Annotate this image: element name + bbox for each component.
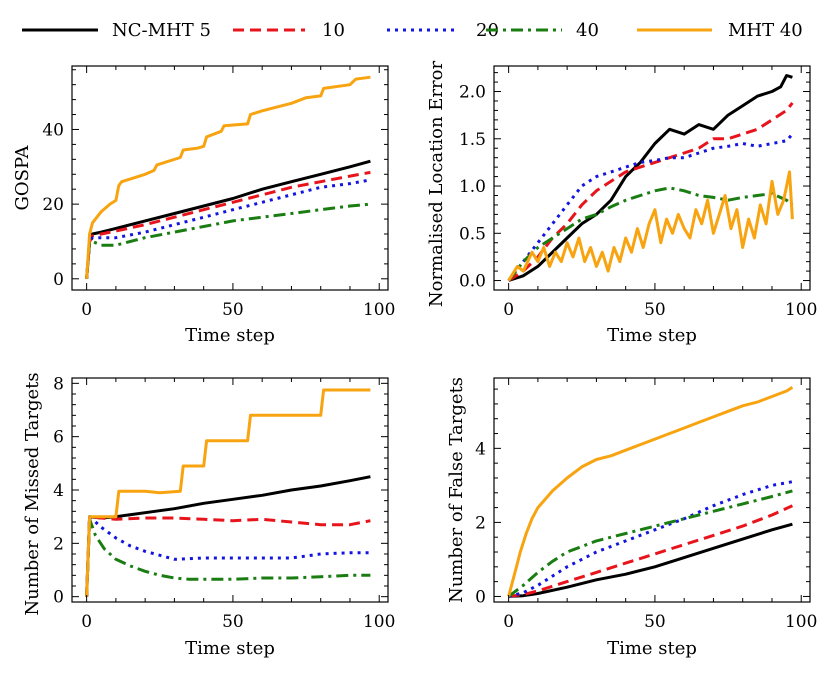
x-tick-label: 50 [644,612,666,632]
legend-label: 40 [576,20,599,41]
legend-item-10: 10 [233,20,345,41]
legend-label: NC-MHT 5 [112,20,211,41]
series-line-20 [85,178,371,279]
series-line-mht-40 [85,75,371,279]
series-line-40 [85,517,371,597]
y-tick-label: 2 [475,513,486,533]
x-axis-label: Time step [607,325,697,346]
y-axis-label: GOSPA [12,145,33,211]
panel-missed-targets: Number of Missed Targets Time step 0 50 10… [22,372,395,659]
series-line-40 [507,489,793,598]
x-tick-label: 100 [363,612,395,632]
y-tick-label: 0 [53,588,64,608]
legend-item-mht-40: MHT 40 [637,20,803,41]
x-axis-label: Time step [185,325,275,346]
series-line-20 [508,480,793,598]
y-tick-label: 8 [53,374,64,394]
series-line-20 [85,515,371,597]
panel-normalised-location-error: Normalised Location Error Time step 0 50 1… [426,61,817,346]
y-tick-label: 2.0 [459,83,486,103]
x-tick-label: 100 [363,300,395,320]
legend-label: MHT 40 [728,20,803,41]
panel-false-targets: Number of False Targets Time step 0 50 100… [446,377,817,659]
series-line-mht-40 [507,386,794,597]
series-line-10 [85,170,371,279]
y-axis-label: Number of False Targets [446,377,467,603]
series-group [507,386,794,598]
series-line-10 [508,504,794,598]
series-line-nc-mht-5 [85,159,371,279]
series-line-mht-40 [507,170,794,282]
legend-item-nc-mht-5: NC-MHT 5 [22,20,211,41]
legend-item-40: 40 [486,20,599,41]
y-tick-label: 0 [475,587,486,607]
y-axis-label: Normalised Location Error [426,61,447,308]
x-tick-label: 100 [785,612,817,632]
plot-frame [493,377,811,603]
y-tick-label: 0.5 [459,224,486,244]
y-tick-label: 40 [42,120,64,140]
y-tick-label: 20 [42,195,64,215]
x-tick-label: 0 [81,612,92,632]
x-axis-label: Time step [607,638,697,659]
series-group [85,388,371,597]
series-group [507,74,794,282]
x-axis-label: Time step [185,638,275,659]
series-line-40 [507,186,794,282]
series-group [85,75,371,279]
y-tick-label: 1.5 [459,130,486,150]
y-tick-label: 1.0 [459,177,486,197]
legend-label: 10 [322,20,345,41]
y-tick-label: 0.0 [459,272,486,292]
legend: NC-MHT 5 10 20 40 MHT 40 [22,20,803,41]
x-tick-label: 50 [644,300,666,320]
y-tick-label: 4 [53,481,64,501]
x-tick-label: 50 [222,300,244,320]
plot-frame [71,65,389,291]
x-tick-label: 100 [785,300,817,320]
panel-gospa: GOSPA Time step 0 50 100 0 20 40 [12,65,395,346]
plot-frame [493,65,811,291]
series-line-10 [85,515,371,597]
series-line-mht-40 [85,388,371,597]
series-line-40 [85,202,371,279]
x-tick-label: 50 [222,612,244,632]
x-tick-label: 0 [503,612,514,632]
series-line-20 [507,133,794,282]
series-line-nc-mht-5 [508,74,793,282]
x-tick-label: 0 [81,300,92,320]
y-tick-label: 6 [53,428,64,448]
y-tick-label: 2 [53,534,64,554]
y-tick-label: 0 [53,270,64,290]
x-tick-label: 0 [503,300,514,320]
y-tick-label: 4 [475,439,486,459]
series-line-nc-mht-5 [508,522,793,598]
y-axis-label: Number of Missed Targets [22,372,43,615]
legend-item-20: 20 [387,20,499,41]
